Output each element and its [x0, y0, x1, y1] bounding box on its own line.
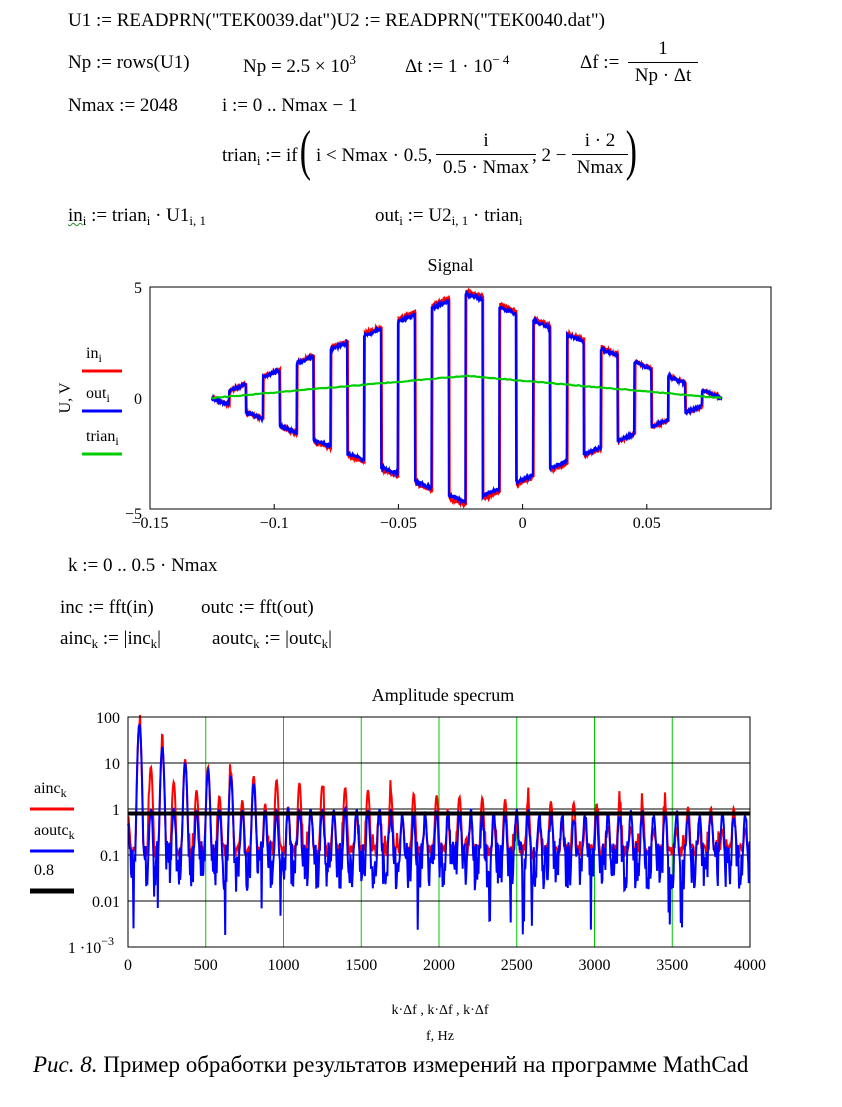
trian-condition: i < Nmax · 0.5,: [316, 145, 433, 166]
y-tick-label: 0: [134, 391, 142, 408]
signal-chart: Signal −0.15 −0.1 −0.05 0 0.05 5 0 −5 U, V ini outi…: [57, 255, 772, 532]
x-tick-label: 3500: [656, 957, 688, 974]
df-numerator: 1: [628, 38, 698, 63]
caption-label: Рис. 8.: [33, 1052, 98, 1077]
legend-label-in: ini: [86, 345, 102, 365]
legend-label-aoutc: aoutck: [34, 822, 75, 842]
legend-label-trian: triani: [86, 428, 119, 448]
trian-lhs: triani := if: [222, 145, 298, 168]
df-lhs: Δf :=: [580, 52, 620, 73]
df-denominator: Np · Δt: [634, 65, 692, 86]
series-out-line: [211, 289, 723, 505]
signal-title: Signal: [427, 255, 473, 275]
spectrum-title: Amplitude specrum: [372, 685, 514, 705]
y-tick-label: 100: [96, 710, 120, 727]
x-tick-label: 4000: [734, 957, 766, 974]
y-axis-label: U, V: [57, 382, 74, 413]
y-tick-label: −5: [125, 506, 142, 523]
x-tick-label: −0.05: [380, 515, 417, 532]
np-value: Np = 2.5 × 103: [243, 52, 356, 77]
x-tick-label: 3000: [579, 957, 611, 974]
x-tick-label: 0: [519, 515, 527, 532]
left-paren: (: [299, 120, 311, 182]
x-tick-label: 500: [194, 957, 218, 974]
x-tick-label: −0.1: [260, 515, 289, 532]
i-range: i := 0 .. Nmax − 1: [222, 95, 358, 116]
k-range: k := 0 .. 0.5 · Nmax: [68, 555, 218, 576]
x-tick-label: 1500: [345, 957, 377, 974]
y-tick-label: 0.1: [100, 848, 120, 865]
x-tick-label: 1000: [268, 957, 300, 974]
legend-label-out: outi: [86, 385, 110, 405]
figure-caption: Рис. 8. Пример обработки результатов изм…: [33, 1052, 748, 1078]
inc-definition: inc := fft(in): [60, 597, 154, 618]
y-tick-label: 5: [134, 280, 142, 297]
trian-fraction-1: i 0.5 · Nmax: [436, 130, 536, 179]
aoutc-definition: aoutck := |outck|: [212, 628, 332, 651]
x-tick-label: 0.05: [633, 515, 661, 532]
series-trian-line: [211, 374, 722, 400]
dt-definition: Δt := 1 · 10− 4: [405, 52, 510, 77]
readprn-line: U1 := READPRN("TEK0039.dat")U2 := READPR…: [68, 10, 605, 31]
y-tick-label: 1: [112, 802, 120, 819]
nmax-definition: Nmax := 2048: [68, 95, 178, 116]
x-tick-label: −0.15: [131, 515, 168, 532]
spectrum-plot-frame: [127, 716, 751, 948]
y-tick-label: 0.01: [92, 894, 120, 911]
outc-definition: outc := fft(out): [201, 597, 314, 618]
y-tick-label: 1 ·10−3: [68, 934, 114, 957]
x-axis-label: f, Hz: [426, 1029, 454, 1044]
series-aoutc-line: [127, 723, 751, 936]
right-paren: ): [625, 120, 637, 182]
legend-label-ainc: ainck: [34, 780, 67, 800]
trian-middle: , 2 −: [532, 145, 567, 166]
series-in-line: [211, 286, 723, 510]
x-tick-label: 0: [124, 957, 132, 974]
x-axis-expression: k·Δf , k·Δf , k·Δf: [392, 1003, 489, 1018]
x-tick-label: 2000: [423, 957, 455, 974]
trian-fraction-2: i · 2 Nmax: [572, 130, 628, 179]
x-tick-label: 2500: [501, 957, 533, 974]
np-exponent: 3: [349, 52, 356, 67]
spectrum-chart: Amplitude specrum 0 500 1000 1500 2000 2500 300…: [30, 685, 766, 1044]
caption-text: Пример обработки результатов измерений н…: [97, 1052, 749, 1077]
signal-plot-frame: [149, 286, 772, 510]
legend-label-reference: 0.8: [34, 862, 54, 879]
out-definition: outi := U2i, 1 · triani: [375, 205, 523, 228]
np-definition: Np := rows(U1): [68, 52, 190, 73]
dt-exponent: − 4: [492, 52, 510, 67]
ainc-definition: ainck := |inck|: [60, 628, 161, 651]
in-definition: ini := triani · U1i, 1: [68, 205, 207, 228]
y-tick-label: 10: [104, 756, 120, 773]
df-fraction: 1 Np · Δt: [628, 38, 698, 87]
